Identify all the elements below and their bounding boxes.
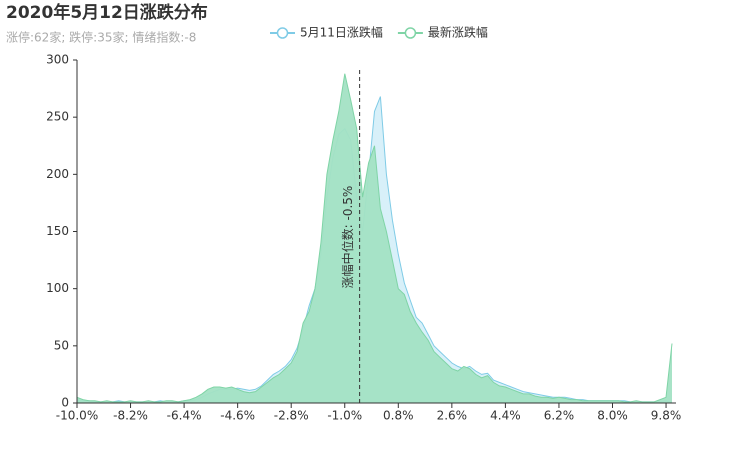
legend-item[interactable]: 最新涨跌幅	[397, 25, 488, 40]
y-tick-label: 50	[54, 338, 69, 352]
x-tick-label: 6.2%	[544, 409, 575, 423]
x-tick-label: -10.0%	[56, 409, 98, 423]
x-tick-label: -2.8%	[274, 409, 309, 423]
x-tick-label: -1.0%	[327, 409, 362, 423]
y-tick-label: 300	[46, 53, 69, 67]
legend-marker	[276, 27, 289, 39]
legend-label: 最新涨跌幅	[428, 25, 488, 40]
legend-marker	[404, 27, 417, 39]
chart-title: 2020年5月12日涨跌分布	[6, 2, 208, 23]
area-line	[76, 73, 673, 403]
area-fill	[77, 73, 672, 403]
x-tick-label: -6.4%	[167, 409, 202, 423]
y-tick-label: 0	[61, 396, 69, 410]
x-tick-label: 2.6%	[437, 409, 468, 423]
legend-label: 5月11日涨跌幅	[300, 25, 383, 40]
x-tick-label: 4.4%	[490, 409, 521, 423]
y-tick-label: 100	[46, 281, 69, 295]
median-label: 涨幅中位数: -0.5%	[340, 186, 355, 289]
chart-subtitle: 涨停:62家; 跌停:35家; 情绪指数:-8	[6, 30, 196, 45]
x-tick-label: 9.8%	[651, 409, 682, 423]
x-tick-label: -8.2%	[113, 409, 148, 423]
legend-item[interactable]: 5月11日涨跌幅	[270, 25, 383, 40]
y-tick-label: 200	[46, 167, 69, 181]
y-tick-label: 150	[46, 224, 69, 238]
y-tick-label: 250	[46, 110, 69, 124]
x-tick-label: 8.0%	[597, 409, 628, 423]
x-tick-label: -4.6%	[220, 409, 255, 423]
x-tick-label: 0.8%	[383, 409, 414, 423]
